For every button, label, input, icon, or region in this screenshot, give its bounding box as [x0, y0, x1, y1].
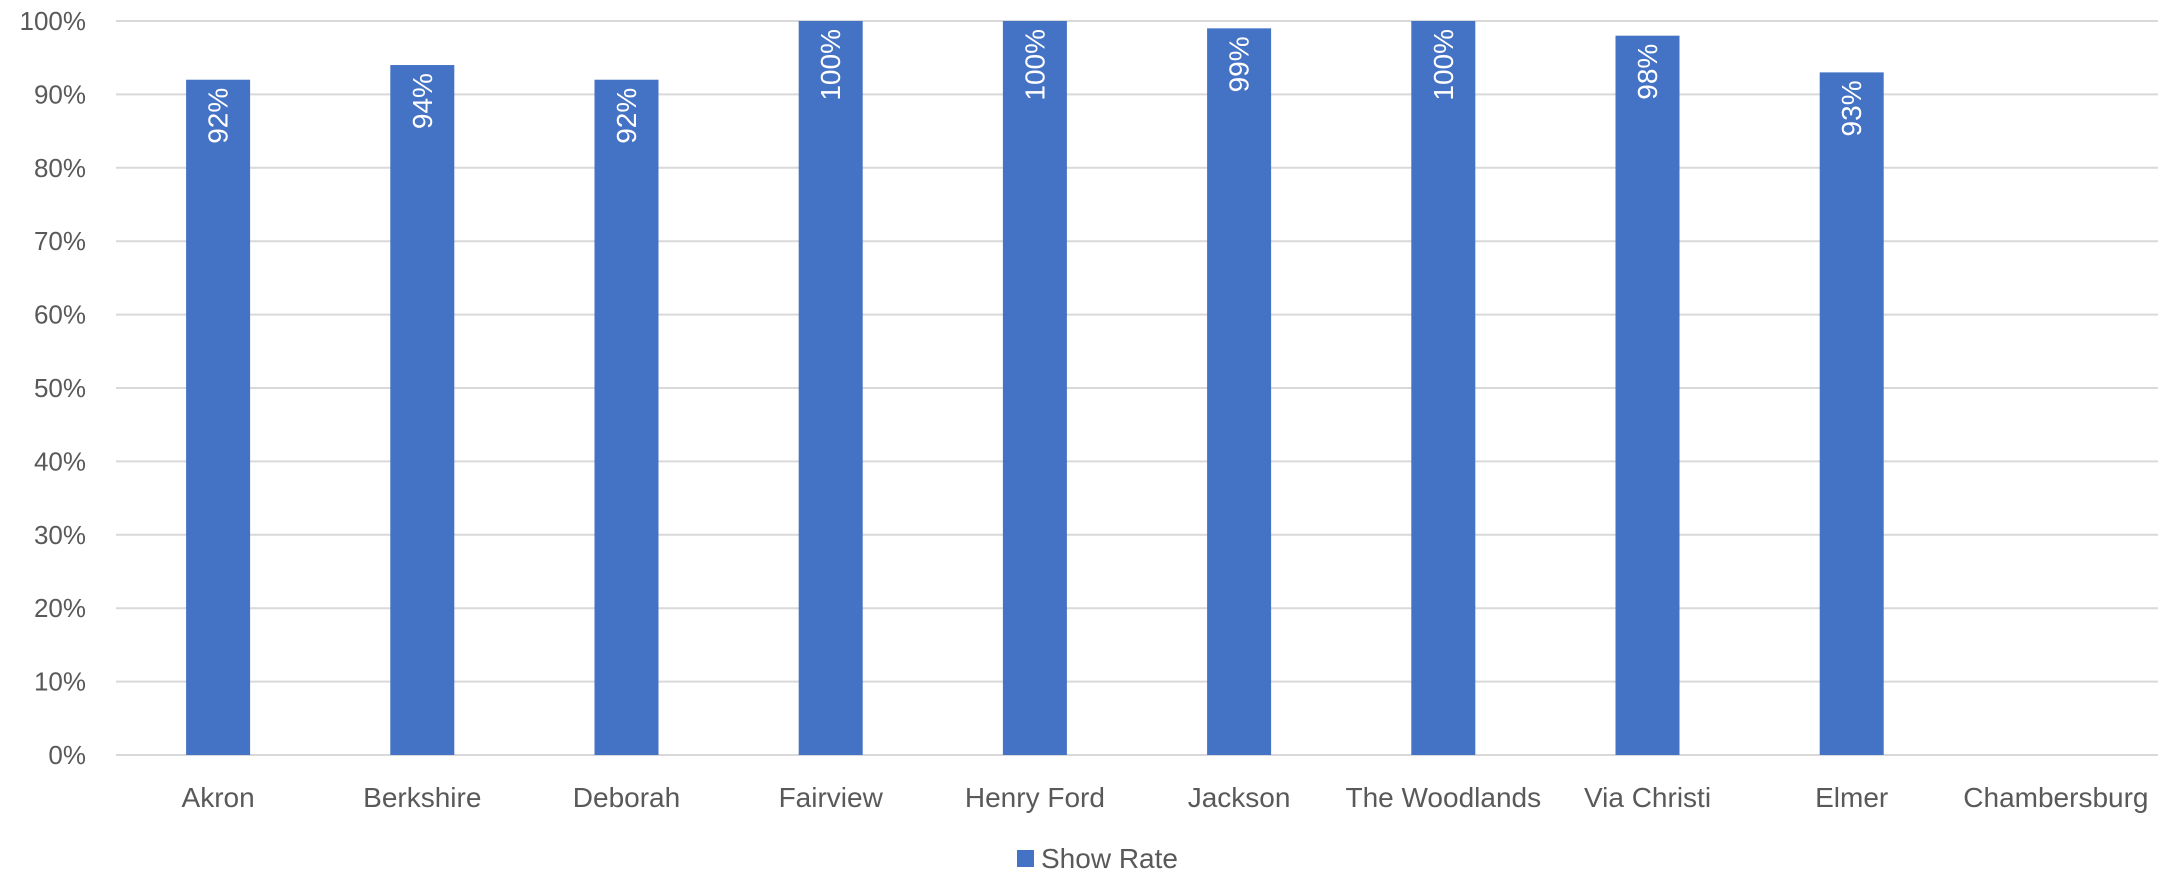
data-label: 94%: [407, 73, 438, 129]
x-category-label: Elmer: [1815, 782, 1888, 813]
gridlines: [116, 20, 2158, 756]
y-tick-label: 30%: [34, 520, 86, 550]
y-tick-label: 20%: [34, 593, 86, 623]
data-label: 92%: [203, 88, 234, 144]
bar[interactable]: [798, 21, 863, 755]
x-category-label: Akron: [182, 782, 255, 813]
x-category-label: Chambersburg: [1963, 782, 2148, 813]
x-category-label: Fairview: [779, 782, 884, 813]
legend-label: Show Rate: [1041, 843, 1178, 874]
y-tick-label: 70%: [34, 226, 86, 256]
bar[interactable]: [594, 79, 659, 756]
x-category-label: Berkshire: [363, 782, 481, 813]
x-category-label: Jackson: [1188, 782, 1291, 813]
y-tick-label: 40%: [34, 446, 86, 476]
x-category-label: The Woodlands: [1345, 782, 1541, 813]
y-tick-label: 50%: [34, 373, 86, 403]
legend[interactable]: Show Rate: [1017, 843, 1178, 874]
x-axis-categories: Akron Berkshire Deborah Fairview Henry Ford J…: [182, 782, 2149, 813]
bar[interactable]: [1411, 21, 1476, 755]
bar[interactable]: [390, 65, 455, 756]
data-label: 93%: [1836, 80, 1867, 136]
bar[interactable]: [1207, 28, 1272, 755]
y-tick-label: 10%: [34, 667, 86, 697]
data-label: 100%: [1428, 29, 1459, 101]
bar[interactable]: [1819, 72, 1884, 755]
data-labels: 92% 94% 92% 100% 100% 99% 100% 98% 93%: [203, 29, 1868, 144]
bar[interactable]: [186, 79, 251, 756]
x-category-label: Henry Ford: [965, 782, 1105, 813]
x-category-label: Via Christi: [1584, 782, 1711, 813]
data-label: 98%: [1632, 44, 1663, 100]
y-tick-label: 0%: [48, 740, 86, 770]
y-axis-ticks: 0% 10% 20% 30% 40% 50% 60% 70% 80% 90% 100%: [20, 6, 87, 770]
bar[interactable]: [1615, 35, 1680, 756]
y-tick-label: 100%: [20, 6, 87, 36]
bar[interactable]: [1002, 21, 1067, 755]
x-category-label: Deborah: [573, 782, 680, 813]
data-label: 100%: [1019, 29, 1050, 101]
y-tick-label: 80%: [34, 153, 86, 183]
legend-swatch: [1017, 850, 1034, 867]
bars: [186, 21, 1884, 756]
data-label: 92%: [611, 88, 642, 144]
y-tick-label: 90%: [34, 79, 86, 109]
y-tick-label: 60%: [34, 300, 86, 330]
data-label: 100%: [815, 29, 846, 101]
data-label: 99%: [1224, 36, 1255, 92]
